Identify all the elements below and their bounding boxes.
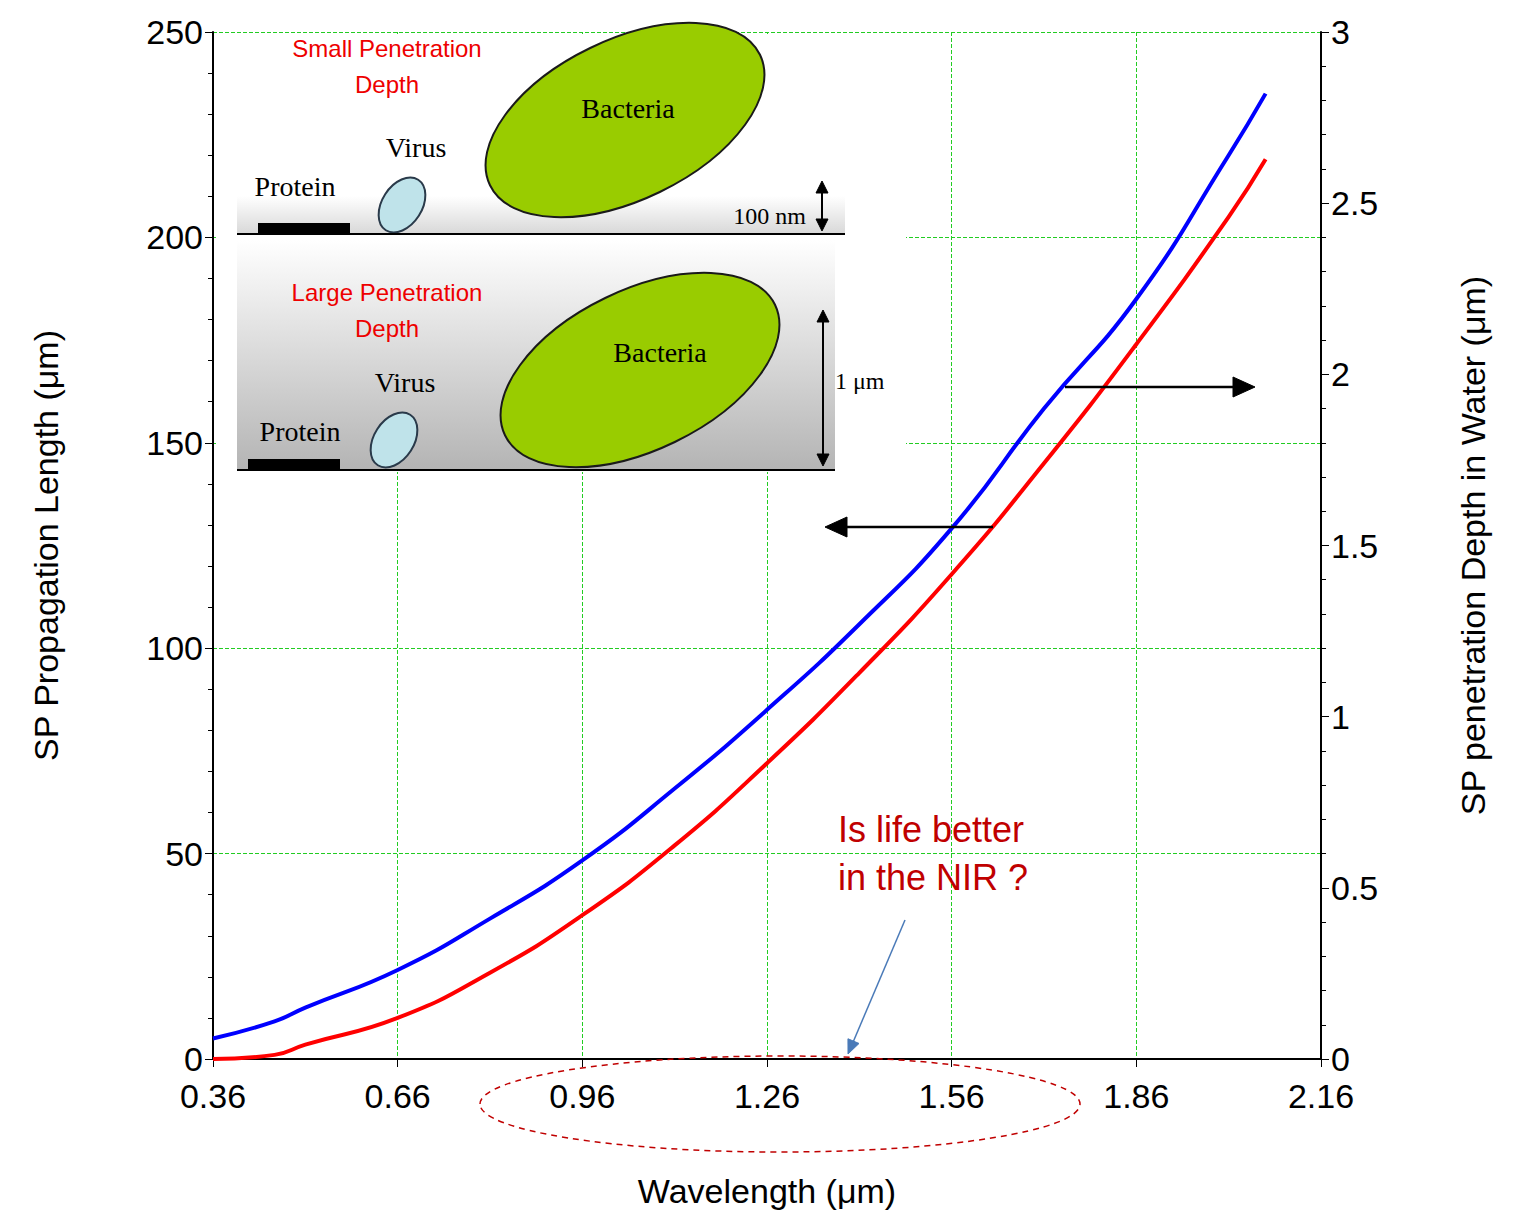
- svg-text:Wavelength (μm): Wavelength (μm): [638, 1172, 896, 1210]
- svg-text:SP penetration Depth in Water: SP penetration Depth in Water (μm): [1454, 276, 1492, 815]
- svg-text:Bacteria: Bacteria: [613, 337, 707, 368]
- svg-text:1.26: 1.26: [734, 1077, 800, 1115]
- svg-text:Virus: Virus: [375, 367, 436, 398]
- svg-text:Depth: Depth: [355, 315, 419, 342]
- svg-text:0: 0: [184, 1040, 203, 1078]
- svg-text:0: 0: [1331, 1040, 1350, 1078]
- svg-text:2.5: 2.5: [1331, 184, 1378, 222]
- svg-text:1.5: 1.5: [1331, 527, 1378, 565]
- svg-text:1.56: 1.56: [919, 1077, 985, 1115]
- svg-text:3: 3: [1331, 13, 1350, 51]
- svg-text:0.66: 0.66: [365, 1077, 431, 1115]
- svg-text:0.5: 0.5: [1331, 869, 1378, 907]
- svg-text:250: 250: [146, 13, 203, 51]
- svg-text:0.96: 0.96: [549, 1077, 615, 1115]
- svg-text:Virus: Virus: [386, 132, 447, 163]
- svg-text:Protein: Protein: [260, 416, 341, 447]
- svg-text:1.86: 1.86: [1103, 1077, 1169, 1115]
- svg-text:Large Penetration: Large Penetration: [292, 279, 483, 306]
- svg-text:1: 1: [1331, 698, 1350, 736]
- svg-text:Protein: Protein: [255, 171, 336, 202]
- svg-text:50: 50: [165, 835, 203, 873]
- svg-text:2.16: 2.16: [1288, 1077, 1354, 1115]
- svg-text:Is life better: Is life better: [838, 809, 1024, 850]
- svg-text:100 nm: 100 nm: [733, 203, 806, 229]
- svg-text:Small Penetration: Small Penetration: [292, 35, 481, 62]
- svg-text:Depth: Depth: [355, 71, 419, 98]
- svg-text:200: 200: [146, 218, 203, 256]
- svg-text:100: 100: [146, 629, 203, 667]
- svg-text:Bacteria: Bacteria: [581, 93, 675, 124]
- svg-text:2: 2: [1331, 355, 1350, 393]
- svg-text:150: 150: [146, 424, 203, 462]
- svg-text:in the NIR ?: in the NIR ?: [838, 857, 1028, 898]
- svg-text:1 μm: 1 μm: [835, 368, 885, 394]
- svg-text:SP Propagation Length (μm): SP Propagation Length (μm): [27, 330, 65, 761]
- svg-text:0.36: 0.36: [180, 1077, 246, 1115]
